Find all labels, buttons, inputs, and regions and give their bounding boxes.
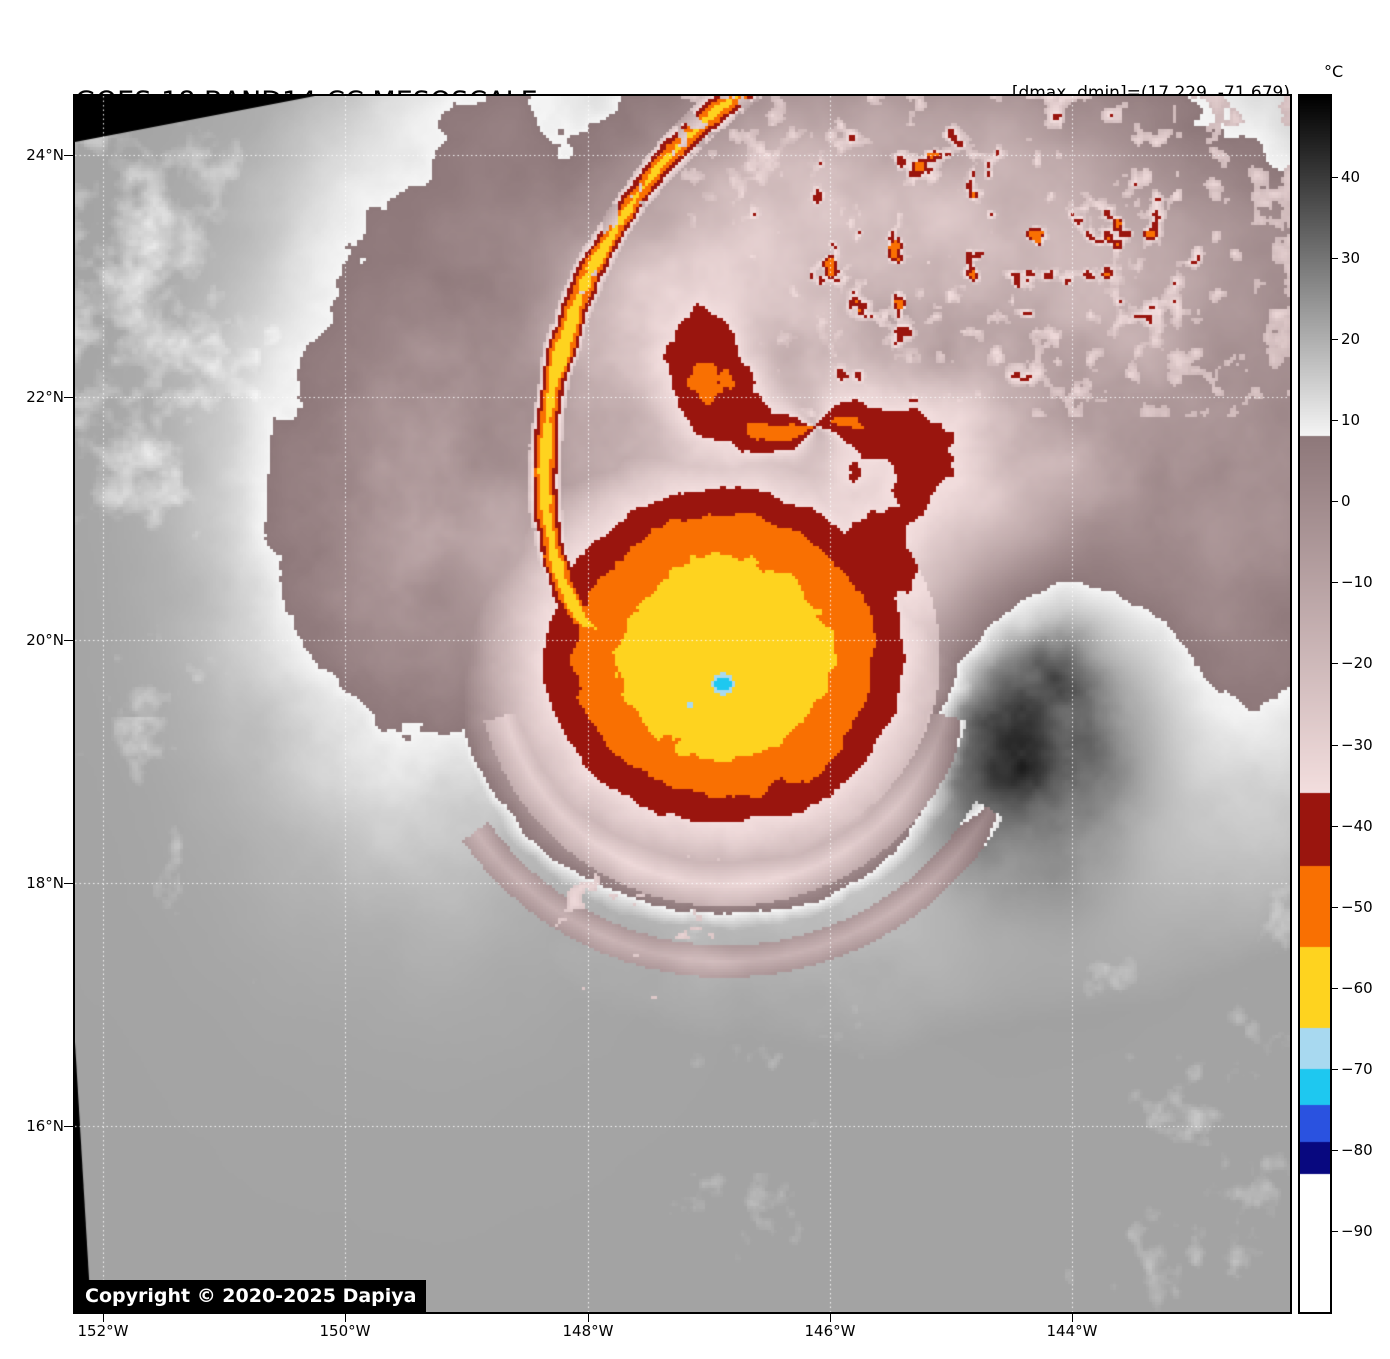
lat-tickmark xyxy=(64,155,73,156)
colorbar-tick-label: 0 xyxy=(1341,492,1351,511)
lon-tick-label: 148°W xyxy=(562,1322,614,1340)
lat-tickmark xyxy=(64,397,73,398)
lon-tickmark xyxy=(345,1314,346,1322)
colorbar-tickmark xyxy=(1332,1068,1338,1070)
colorbar-tickmark xyxy=(1332,987,1338,989)
colorbar-tickmark xyxy=(1332,339,1338,341)
lon-tickmark xyxy=(103,1314,104,1322)
colorbar xyxy=(1298,94,1332,1314)
colorbar-tickmark xyxy=(1332,177,1338,179)
colorbar-tick-label: −10 xyxy=(1341,573,1373,592)
satellite-image xyxy=(75,96,1290,1312)
colorbar-tickmark xyxy=(1332,825,1338,827)
colorbar-tickmark xyxy=(1332,1149,1338,1151)
lon-tickmark xyxy=(588,1314,589,1322)
colorbar-gradient xyxy=(1300,96,1330,1312)
colorbar-tick-label: −20 xyxy=(1341,654,1373,673)
lat-tick-label: 22°N xyxy=(26,388,64,406)
colorbar-tick-label: 10 xyxy=(1341,411,1361,430)
colorbar-tickmark xyxy=(1332,663,1338,665)
lon-tick-label: 152°W xyxy=(77,1322,129,1340)
lat-tick-label: 18°N xyxy=(26,874,64,892)
colorbar-tick-label: −60 xyxy=(1341,978,1373,997)
colorbar-tickmark xyxy=(1332,501,1338,503)
lon-tickmark xyxy=(830,1314,831,1322)
colorbar-tickmark xyxy=(1332,744,1338,746)
lat-tickmark xyxy=(64,883,73,884)
colorbar-tick-label: −40 xyxy=(1341,816,1373,835)
lat-tickmark xyxy=(64,640,73,641)
lat-tickmark xyxy=(64,1126,73,1127)
lat-tick-label: 24°N xyxy=(26,146,64,164)
colorbar-tickmark xyxy=(1332,906,1338,908)
colorbar-tick-label: −50 xyxy=(1341,897,1373,916)
lon-tick-label: 146°W xyxy=(804,1322,856,1340)
lon-tick-label: 150°W xyxy=(319,1322,371,1340)
colorbar-unit-label: °C xyxy=(1324,62,1344,81)
colorbar-tick-label: −90 xyxy=(1341,1221,1373,1240)
colorbar-tick-label: 40 xyxy=(1341,168,1361,187)
colorbar-tickmark xyxy=(1332,582,1338,584)
colorbar-tickmark xyxy=(1332,420,1338,422)
lon-tick-label: 144°W xyxy=(1046,1322,1098,1340)
colorbar-tick-label: −80 xyxy=(1341,1140,1373,1159)
colorbar-tick-label: 20 xyxy=(1341,330,1361,349)
copyright-label: Copyright © 2020-2025 Dapiya xyxy=(75,1280,427,1312)
lat-tick-label: 16°N xyxy=(26,1117,64,1135)
map-frame: Copyright © 2020-2025 Dapiya xyxy=(73,94,1292,1314)
colorbar-tickmark xyxy=(1332,1230,1338,1232)
lon-tickmark xyxy=(1072,1314,1073,1322)
colorbar-tick-label: 30 xyxy=(1341,249,1361,268)
colorbar-tick-label: −30 xyxy=(1341,735,1373,754)
lat-tick-label: 20°N xyxy=(26,631,64,649)
colorbar-tickmark xyxy=(1332,258,1338,260)
colorbar-tick-label: −70 xyxy=(1341,1059,1373,1078)
